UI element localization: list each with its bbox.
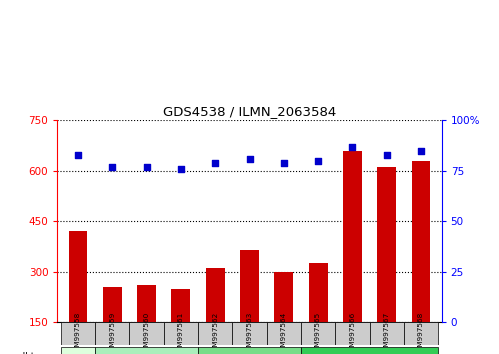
Bar: [206, 268, 225, 354]
FancyBboxPatch shape: [129, 322, 164, 345]
FancyBboxPatch shape: [61, 347, 95, 354]
Bar: [377, 167, 396, 354]
Point: [108, 164, 116, 170]
Bar: [343, 151, 362, 354]
Bar: [172, 289, 190, 354]
Bar: [137, 285, 156, 354]
Text: GSM997562: GSM997562: [212, 312, 218, 354]
Bar: [240, 250, 259, 354]
Text: GSM997568: GSM997568: [418, 312, 424, 354]
FancyBboxPatch shape: [164, 322, 198, 345]
FancyBboxPatch shape: [301, 322, 335, 345]
Text: GSM997558: GSM997558: [75, 312, 81, 354]
Bar: [274, 272, 293, 354]
FancyBboxPatch shape: [233, 322, 266, 345]
Point: [143, 164, 151, 170]
Point: [74, 152, 82, 158]
Point: [280, 160, 288, 166]
FancyBboxPatch shape: [61, 322, 95, 345]
FancyBboxPatch shape: [301, 347, 438, 354]
Point: [246, 156, 253, 161]
Title: GDS4538 / ILMN_2063584: GDS4538 / ILMN_2063584: [163, 105, 336, 118]
Text: GSM997564: GSM997564: [281, 312, 287, 354]
FancyBboxPatch shape: [198, 347, 301, 354]
Text: cell type: cell type: [12, 352, 51, 354]
Point: [348, 144, 356, 149]
Text: GSM997563: GSM997563: [247, 312, 252, 354]
FancyBboxPatch shape: [95, 322, 129, 345]
Bar: [103, 287, 122, 354]
Text: GSM997565: GSM997565: [315, 312, 321, 354]
Bar: [68, 232, 87, 354]
FancyBboxPatch shape: [335, 322, 370, 345]
Point: [383, 152, 391, 158]
FancyBboxPatch shape: [370, 322, 404, 345]
Bar: [412, 161, 431, 354]
Text: GSM997559: GSM997559: [109, 312, 115, 354]
Point: [177, 166, 185, 172]
FancyBboxPatch shape: [404, 322, 438, 345]
FancyBboxPatch shape: [198, 322, 233, 345]
Text: GSM997560: GSM997560: [144, 312, 150, 354]
Bar: [309, 263, 327, 354]
Text: GSM997566: GSM997566: [349, 312, 355, 354]
Text: GSM997561: GSM997561: [178, 312, 184, 354]
Point: [211, 160, 219, 166]
FancyBboxPatch shape: [95, 347, 198, 354]
Point: [417, 148, 425, 154]
Point: [314, 158, 322, 164]
Text: GSM997567: GSM997567: [384, 312, 390, 354]
FancyBboxPatch shape: [266, 322, 301, 345]
